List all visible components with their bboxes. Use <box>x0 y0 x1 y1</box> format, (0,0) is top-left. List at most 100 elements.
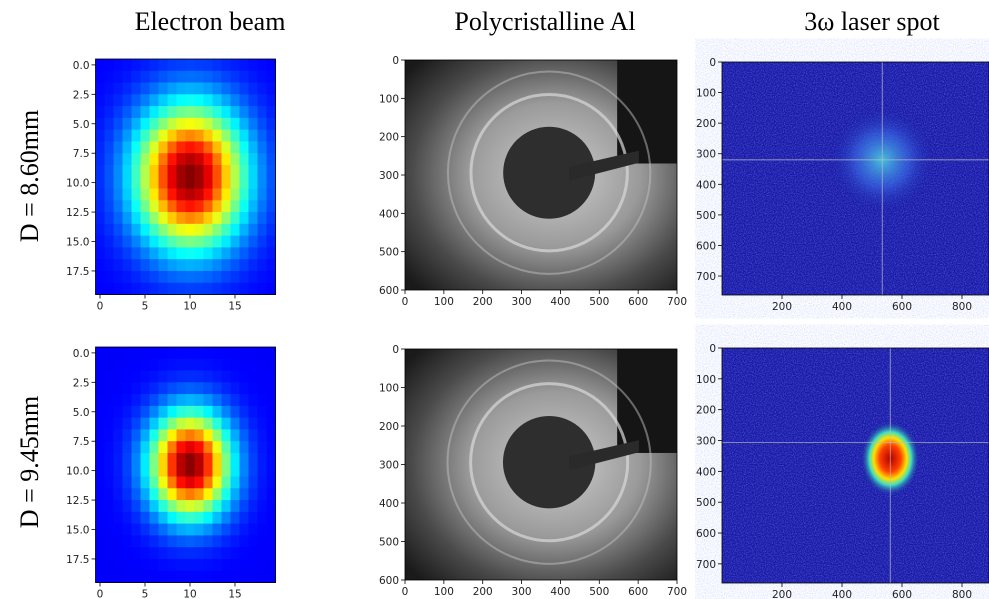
heatmap-cell <box>95 82 105 95</box>
heatmap-cell <box>212 70 222 84</box>
panel-frame <box>95 346 276 583</box>
heatmap-cell <box>104 535 114 548</box>
heatmap-cell <box>248 394 258 407</box>
heatmap-cell <box>257 94 267 107</box>
heatmap-cell <box>131 223 141 237</box>
heatmap-cell <box>221 212 231 225</box>
row-label: D = 9.45mm <box>15 396 44 528</box>
heatmap-cell <box>149 164 159 178</box>
heatmap-cell <box>104 94 114 107</box>
heatmap-cell <box>194 452 204 466</box>
heatmap-cell <box>230 200 240 213</box>
heatmap-cell <box>122 153 132 166</box>
heatmap-cell <box>221 535 231 548</box>
heatmap-cell <box>122 570 132 583</box>
y-tick-label: 400 <box>696 179 716 191</box>
heatmap-cell <box>140 153 150 166</box>
heatmap-cell <box>149 417 159 430</box>
x-tick-label: 700 <box>667 296 687 308</box>
heatmap-cell <box>266 223 276 237</box>
heatmap-cell <box>239 106 249 119</box>
y-tick-label: 0 <box>392 344 399 356</box>
y-tick-label: 300 <box>696 436 716 448</box>
heatmap-cell <box>104 188 114 201</box>
heatmap-cell <box>257 417 267 430</box>
heatmap-cell <box>248 141 258 154</box>
heatmap-cell <box>131 558 141 572</box>
heatmap-cell <box>104 282 114 295</box>
heatmap-cell <box>239 488 249 501</box>
heatmap-cell <box>113 394 123 407</box>
heatmap-cell <box>95 382 105 395</box>
y-tick-label: 10.0 <box>66 178 89 190</box>
heatmap-cell <box>266 164 276 178</box>
heatmap-cell <box>221 106 231 119</box>
heatmap-cell <box>167 547 177 560</box>
heatmap-cell <box>212 188 222 201</box>
x-tick-label: 10 <box>183 301 196 313</box>
heatmap-cell <box>230 188 240 201</box>
heatmap-cell <box>149 476 159 489</box>
heatmap-cell <box>167 176 177 190</box>
heatmap-cell <box>185 200 195 213</box>
heatmap-cell <box>257 464 267 478</box>
heatmap-cell <box>167 405 177 419</box>
heatmap-cell <box>149 270 159 284</box>
heatmap-cell <box>230 223 240 237</box>
heatmap-cell <box>104 235 114 248</box>
heatmap-cell <box>230 476 240 489</box>
heatmap-cell <box>239 441 249 454</box>
heatmap-cell <box>212 223 222 237</box>
heatmap-cell <box>140 394 150 407</box>
heatmap-cell <box>185 452 195 466</box>
heatmap-cell <box>149 358 159 372</box>
x-tick-label: 800 <box>952 301 972 313</box>
heatmap-cell <box>167 358 177 372</box>
heatmap-cell <box>131 200 141 213</box>
heatmap-cell <box>122 247 132 260</box>
heatmap-cell <box>140 176 150 190</box>
heatmap-cell <box>158 417 168 430</box>
x-tick-label: 15 <box>228 301 241 313</box>
heatmap-cell <box>122 370 132 383</box>
heatmap-cell <box>239 452 249 466</box>
heatmap-cell <box>185 358 195 372</box>
heatmap-cell <box>230 429 240 442</box>
heatmap-cell <box>203 212 213 225</box>
heatmap-cell <box>230 500 240 513</box>
heatmap-cell <box>131 464 141 478</box>
heatmap-cell <box>122 106 132 119</box>
heatmap-cell <box>104 570 114 583</box>
heatmap-cell <box>266 464 276 478</box>
heatmap-cell <box>140 235 150 248</box>
heatmap-cell <box>140 370 150 383</box>
heatmap-cell <box>158 429 168 442</box>
y-tick-label: 5.0 <box>73 407 90 419</box>
y-tick-label: 600 <box>696 528 716 540</box>
heatmap-cell <box>113 429 123 442</box>
heatmap-cell <box>212 535 222 548</box>
heatmap-cell <box>266 558 276 572</box>
panel-frame <box>721 347 989 584</box>
heatmap-cell <box>149 535 159 548</box>
heatmap-cell <box>266 347 276 360</box>
heatmap-cell <box>113 141 123 154</box>
heatmap-cell <box>239 394 249 407</box>
heatmap-cell <box>185 129 195 142</box>
y-tick-label: 0 <box>392 55 399 67</box>
heatmap-cell <box>212 523 222 536</box>
x-tick-label: 300 <box>512 586 532 598</box>
heatmap-cell <box>257 429 267 442</box>
heatmap-cell <box>158 347 168 360</box>
heatmap-cell <box>158 500 168 513</box>
heatmap-cell <box>176 282 186 295</box>
heatmap-cell <box>266 235 276 248</box>
heatmap-cell <box>149 106 159 119</box>
heatmap-cell <box>149 558 159 572</box>
heatmap-cell <box>122 141 132 154</box>
heatmap-cell <box>140 500 150 513</box>
heatmap-cell <box>194 70 204 84</box>
heatmap-cell <box>167 476 177 489</box>
heatmap-cell <box>176 558 186 572</box>
